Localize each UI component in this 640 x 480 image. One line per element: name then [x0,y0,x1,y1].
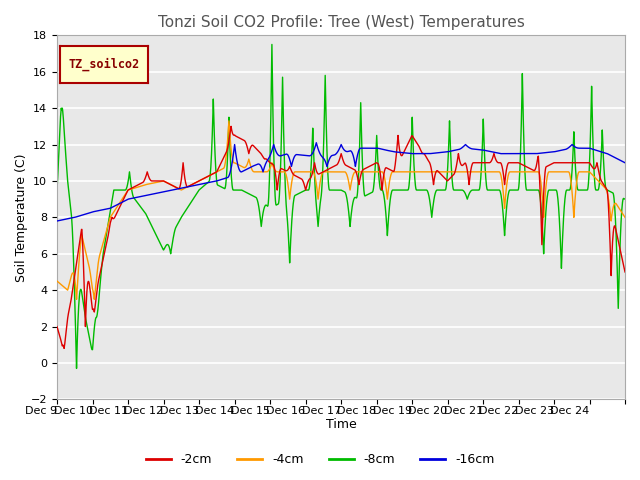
Title: Tonzi Soil CO2 Profile: Tree (West) Temperatures: Tonzi Soil CO2 Profile: Tree (West) Temp… [157,15,524,30]
X-axis label: Time: Time [326,419,356,432]
Legend: -2cm, -4cm, -8cm, -16cm: -2cm, -4cm, -8cm, -16cm [141,448,499,471]
Y-axis label: Soil Temperature (C): Soil Temperature (C) [15,153,28,282]
